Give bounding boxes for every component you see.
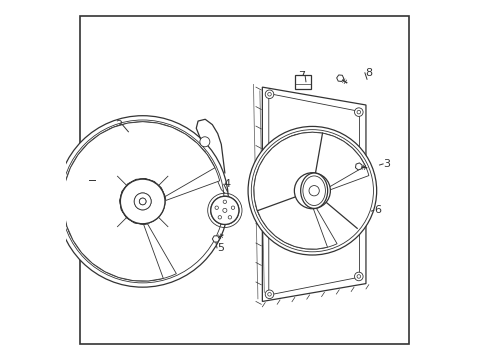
Circle shape: [247, 126, 376, 255]
Polygon shape: [109, 122, 219, 201]
Circle shape: [210, 196, 239, 224]
Circle shape: [139, 198, 146, 205]
Circle shape: [267, 93, 271, 96]
Polygon shape: [268, 94, 359, 295]
Circle shape: [200, 137, 209, 147]
Circle shape: [231, 206, 234, 210]
Circle shape: [264, 90, 273, 99]
Circle shape: [356, 275, 360, 278]
Circle shape: [223, 200, 226, 203]
Polygon shape: [262, 87, 365, 301]
Circle shape: [120, 179, 164, 224]
Circle shape: [267, 293, 271, 296]
Circle shape: [215, 206, 218, 210]
Circle shape: [264, 290, 273, 298]
Circle shape: [139, 198, 146, 205]
Circle shape: [354, 108, 363, 116]
Text: 6: 6: [373, 205, 380, 215]
Text: 3: 3: [383, 159, 389, 169]
Circle shape: [120, 179, 164, 224]
Ellipse shape: [300, 173, 327, 208]
Text: 7: 7: [298, 71, 305, 81]
Ellipse shape: [302, 176, 325, 206]
Circle shape: [57, 116, 228, 287]
Circle shape: [61, 120, 224, 283]
Text: 4: 4: [224, 179, 230, 189]
Circle shape: [134, 193, 151, 210]
Polygon shape: [212, 236, 219, 242]
Text: 8: 8: [364, 68, 371, 78]
Polygon shape: [336, 75, 343, 81]
Circle shape: [223, 208, 226, 212]
Polygon shape: [65, 202, 176, 281]
Polygon shape: [355, 163, 362, 170]
Circle shape: [294, 173, 330, 209]
Circle shape: [251, 130, 373, 252]
Text: 5: 5: [217, 243, 224, 253]
Polygon shape: [63, 125, 142, 235]
Text: 2: 2: [115, 120, 122, 130]
Text: 1: 1: [82, 175, 89, 185]
Polygon shape: [253, 134, 311, 215]
Circle shape: [354, 272, 363, 281]
Circle shape: [134, 193, 151, 210]
Circle shape: [228, 216, 231, 219]
Polygon shape: [63, 122, 215, 281]
Polygon shape: [253, 132, 365, 249]
Circle shape: [356, 111, 360, 114]
Bar: [294, 75, 310, 89]
Polygon shape: [287, 132, 368, 190]
Circle shape: [308, 185, 319, 196]
Polygon shape: [255, 192, 336, 249]
Circle shape: [218, 216, 221, 219]
